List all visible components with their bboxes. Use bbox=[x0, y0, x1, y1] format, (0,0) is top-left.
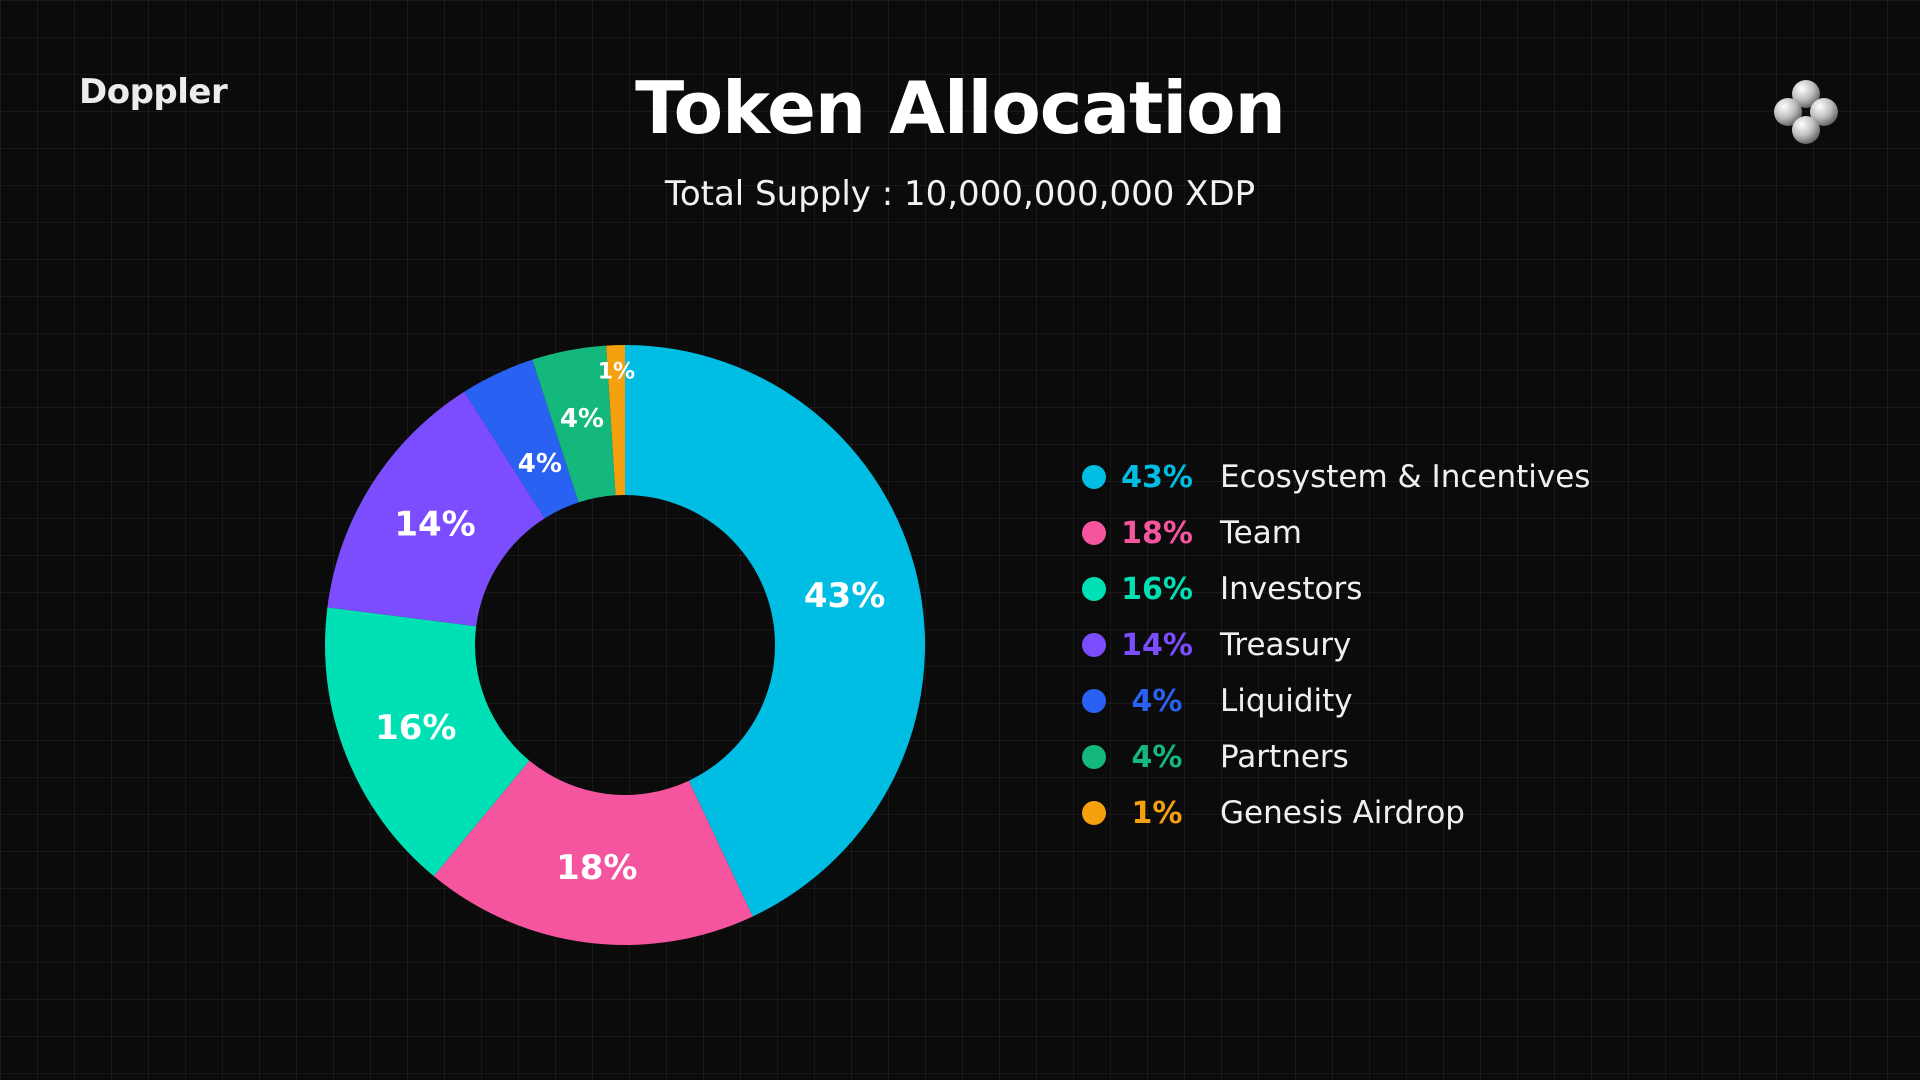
legend-label: Liquidity bbox=[1220, 683, 1353, 719]
legend-item: 4% Partners bbox=[1082, 729, 1590, 785]
donut-slice bbox=[532, 345, 616, 503]
legend-label: Genesis Airdrop bbox=[1220, 795, 1465, 831]
donut-slice bbox=[606, 345, 625, 496]
four-circles-logo-icon bbox=[1774, 80, 1838, 144]
legend-label: Investors bbox=[1220, 571, 1363, 607]
chart-legend: 43% Ecosystem & Incentives 18% Team 16% Inves… bbox=[1082, 449, 1590, 841]
legend-item: 43% Ecosystem & Incentives bbox=[1082, 449, 1590, 505]
legend-item: 1% Genesis Airdrop bbox=[1082, 785, 1590, 841]
donut-slice bbox=[325, 607, 530, 877]
donut-slice bbox=[625, 345, 926, 917]
legend-swatch bbox=[1082, 689, 1106, 713]
legend-percent: 4% bbox=[1131, 739, 1183, 775]
legend-label: Treasury bbox=[1220, 627, 1352, 663]
page-title: Token Allocation bbox=[635, 66, 1286, 150]
legend-item: 16% Investors bbox=[1082, 561, 1590, 617]
legend-swatch bbox=[1082, 521, 1106, 545]
legend-swatch bbox=[1082, 577, 1106, 601]
donut-slice bbox=[464, 359, 579, 519]
legend-item: 4% Liquidity bbox=[1082, 673, 1590, 729]
slice-data-label: 14% bbox=[394, 504, 475, 544]
donut-slice bbox=[433, 760, 753, 946]
slice-data-label: 1% bbox=[598, 360, 635, 385]
legend-percent: 43% bbox=[1121, 459, 1193, 495]
slice-data-label: 16% bbox=[375, 708, 456, 748]
legend-label: Ecosystem & Incentives bbox=[1220, 459, 1591, 495]
legend-swatch bbox=[1082, 801, 1106, 825]
legend-item: 18% Team bbox=[1082, 505, 1590, 561]
legend-swatch bbox=[1082, 465, 1106, 489]
legend-swatch bbox=[1082, 633, 1106, 657]
slice-data-label: 43% bbox=[804, 576, 885, 616]
legend-percent: 4% bbox=[1131, 683, 1183, 719]
slice-data-label: 18% bbox=[556, 848, 637, 888]
legend-label: Team bbox=[1220, 515, 1302, 551]
donut-slice bbox=[327, 391, 545, 627]
legend-percent: 14% bbox=[1121, 627, 1193, 663]
legend-percent: 16% bbox=[1121, 571, 1193, 607]
brand-wordmark: Doppler bbox=[79, 72, 228, 112]
page-subtitle: Total Supply : 10,000,000,000 XDP bbox=[664, 174, 1256, 214]
legend-percent: 1% bbox=[1131, 795, 1183, 831]
legend-label: Partners bbox=[1220, 739, 1349, 775]
legend-percent: 18% bbox=[1121, 515, 1193, 551]
legend-item: 14% Treasury bbox=[1082, 617, 1590, 673]
slice-data-label: 4% bbox=[560, 404, 604, 434]
legend-swatch bbox=[1082, 745, 1106, 769]
slice-data-label: 4% bbox=[518, 449, 562, 479]
